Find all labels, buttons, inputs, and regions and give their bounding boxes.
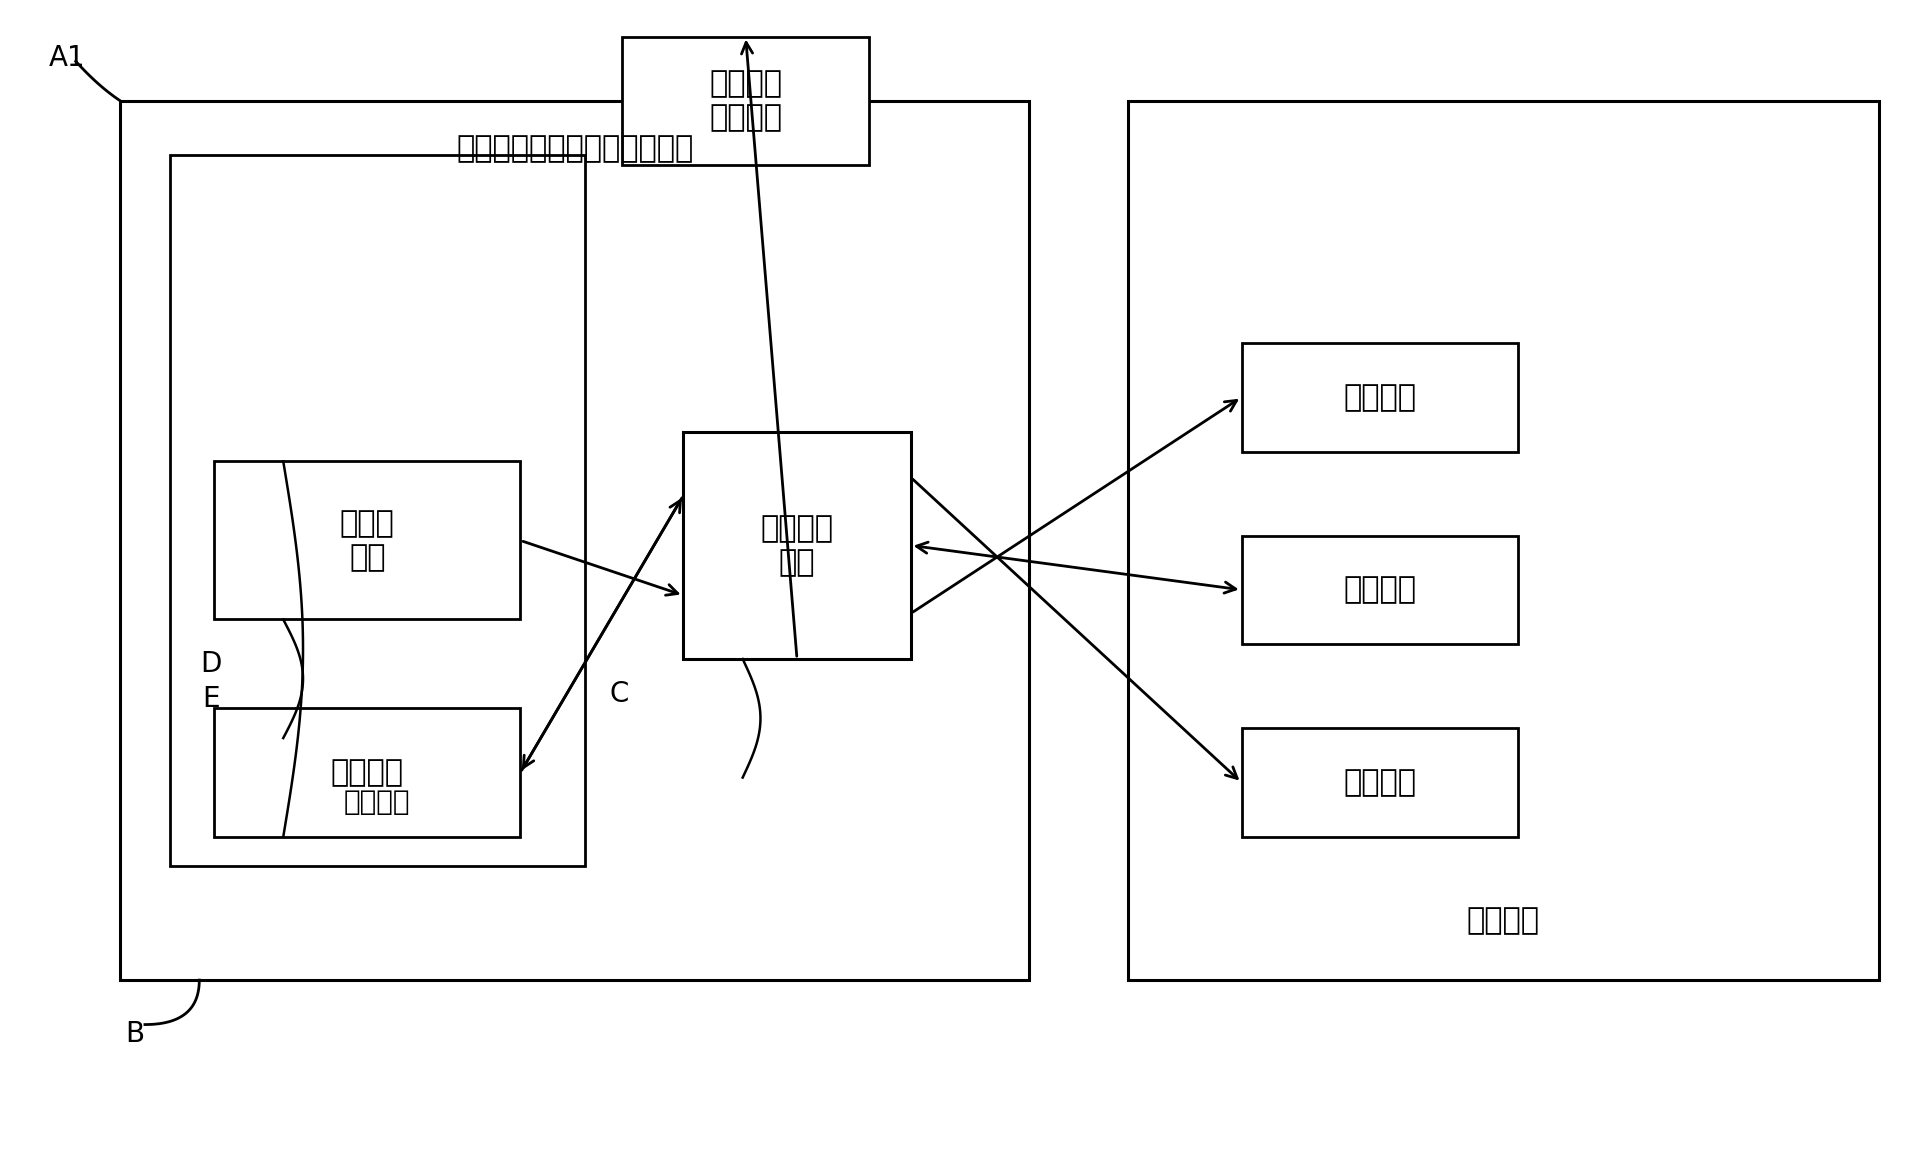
Text: 处理模块: 处理模块 [1465, 907, 1538, 936]
Bar [1240, 536, 1517, 644]
Text: C: C [610, 679, 629, 708]
Text: 统计模块: 统计模块 [1342, 575, 1415, 604]
Text: B: B [125, 1020, 144, 1049]
Text: 配置模块: 配置模块 [331, 758, 404, 787]
Bar [683, 432, 910, 660]
Bar [213, 708, 519, 837]
Text: E: E [202, 685, 219, 713]
Bar [1127, 100, 1879, 981]
Bar [621, 37, 869, 165]
Bar [1240, 343, 1517, 452]
Bar [169, 155, 585, 866]
Bar [1240, 728, 1517, 837]
Bar [119, 100, 1029, 981]
Text: A1: A1 [50, 45, 87, 73]
Text: 检查模块: 检查模块 [1342, 768, 1415, 797]
Text: D: D [200, 650, 221, 678]
Text: 设置库
模块: 设置库 模块 [340, 509, 394, 572]
Text: 电子电路设计的自动构建系统: 电子电路设计的自动构建系统 [456, 134, 692, 163]
Text: 自动构建
模块: 自动构建 模块 [760, 514, 833, 576]
Text: 电子电路
设计终端: 电子电路 设计终端 [710, 69, 783, 132]
Text: 存储单元: 存储单元 [344, 788, 410, 817]
Bar [213, 461, 519, 619]
Text: 仿真模块: 仿真模块 [1342, 382, 1415, 411]
